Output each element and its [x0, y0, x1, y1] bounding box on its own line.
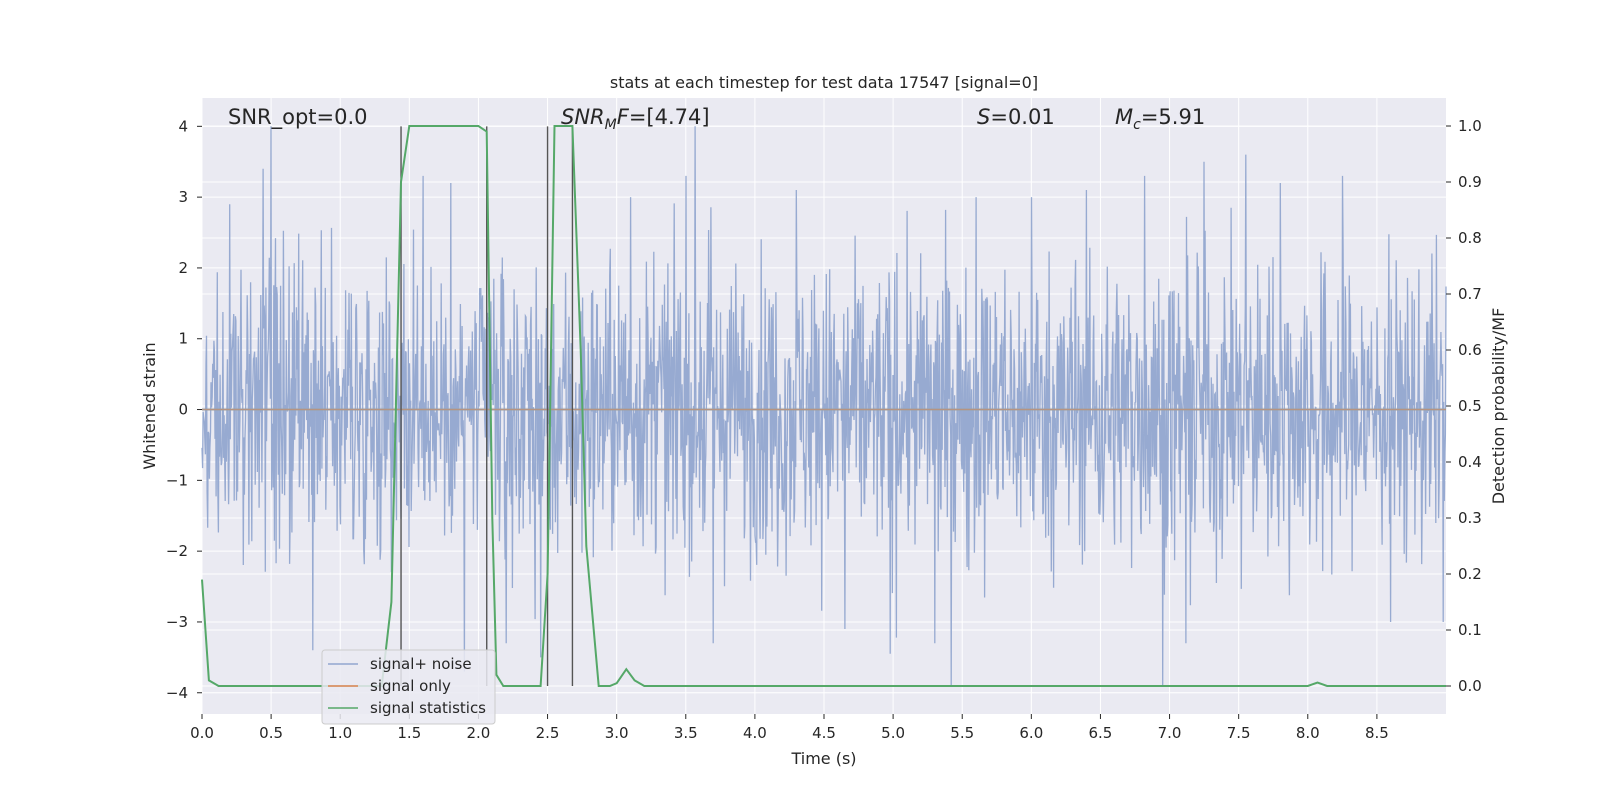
y-right-tick-label: 0.6	[1458, 341, 1482, 359]
y-tick-label: −3	[166, 613, 188, 631]
y-tick-label: 1	[178, 330, 188, 348]
y-tick-label: 4	[178, 117, 188, 135]
x-tick-label: 2.5	[536, 724, 560, 742]
x-tick-label: 6.5	[1089, 724, 1113, 742]
x-tick-label: 5.5	[950, 724, 974, 742]
legend-box	[321, 649, 496, 725]
x-axis-label: Time (s)	[790, 749, 856, 768]
y-right-tick-label: 0.7	[1458, 285, 1482, 303]
series-signal-noise	[201, 126, 1447, 686]
y-tick-label: 0	[178, 401, 188, 419]
y-tick-label: 2	[178, 259, 188, 277]
signal-noise-line	[201, 126, 1447, 686]
event-markers	[400, 126, 574, 686]
x-tick-label: 5.0	[881, 724, 905, 742]
x-tick-label: 4.5	[812, 724, 836, 742]
annotation-mc: Mc=5.91	[1115, 105, 1205, 133]
signal-statistics-line	[201, 125, 1446, 687]
y-right-tick-label: 0.3	[1458, 509, 1482, 527]
y-right-tick-label: 0.2	[1458, 565, 1482, 583]
x-tick-label: 3.5	[674, 724, 698, 742]
y-axis-label: Whitened strain	[140, 342, 159, 469]
legend: signal+ noise signal only signal statist…	[321, 649, 496, 725]
x-tick-label: 1.0	[328, 724, 352, 742]
legend-label-signal-noise: signal+ noise	[370, 655, 472, 673]
x-tick-label: 7.0	[1158, 724, 1182, 742]
y-right-tick-label: 0.8	[1458, 229, 1482, 247]
chart-title: stats at each timestep for test data 175…	[610, 73, 1038, 92]
y-tick-label: −1	[166, 471, 188, 489]
y-right-tick-label: 0.4	[1458, 453, 1482, 471]
y-tick-label: −4	[166, 684, 188, 702]
legend-label-signal-statistics: signal statistics	[370, 699, 486, 717]
annotation-snr-mf: SNRMF=[4.74]	[561, 105, 710, 133]
y-tick-label: −2	[166, 542, 188, 560]
x-tick-label: 8.5	[1365, 724, 1389, 742]
x-tick-label: 6.0	[1019, 724, 1043, 742]
series-signal-statistics	[201, 125, 1446, 687]
y-right-tick-label: 0.5	[1458, 397, 1482, 415]
y-tick-label: 3	[178, 188, 188, 206]
y-right-tick-label: 0.1	[1458, 621, 1482, 639]
x-tick-label: 1.5	[397, 724, 421, 742]
y-right-tick-label: 0.0	[1458, 677, 1482, 695]
x-tick-label: 8.0	[1296, 724, 1320, 742]
x-tick-label: 4.0	[743, 724, 767, 742]
annotation-snr-opt: SNR_opt=0.0	[228, 105, 368, 130]
x-axis: 0.0 0.5 1.0 1.5 2.0 2.5 3.0 3.5 4.0 4.5 5.0 5.5 6.0 6…	[190, 714, 1389, 742]
x-tick-label: 3.0	[605, 724, 629, 742]
x-tick-label: 2.0	[467, 724, 491, 742]
legend-label-signal-only: signal only	[370, 677, 451, 695]
x-tick-label: 0.0	[190, 724, 214, 742]
y-right-tick-label: 0.9	[1458, 173, 1482, 191]
y-axis-right-label: Detection probability/MF	[1489, 308, 1508, 505]
annotation-s: S=0.01	[977, 105, 1055, 129]
y-axis-right: 1.0 0.9 0.8 0.7 0.6 0.5 0.4 0.3 0.2 0.1 0.0	[1446, 117, 1482, 695]
y-right-tick-label: 1.0	[1458, 117, 1482, 135]
y-axis-left: 4 3 2 1 0 −1 −2 −3 −4	[166, 117, 202, 702]
x-tick-label: 0.5	[259, 724, 283, 742]
x-tick-label: 7.5	[1227, 724, 1251, 742]
